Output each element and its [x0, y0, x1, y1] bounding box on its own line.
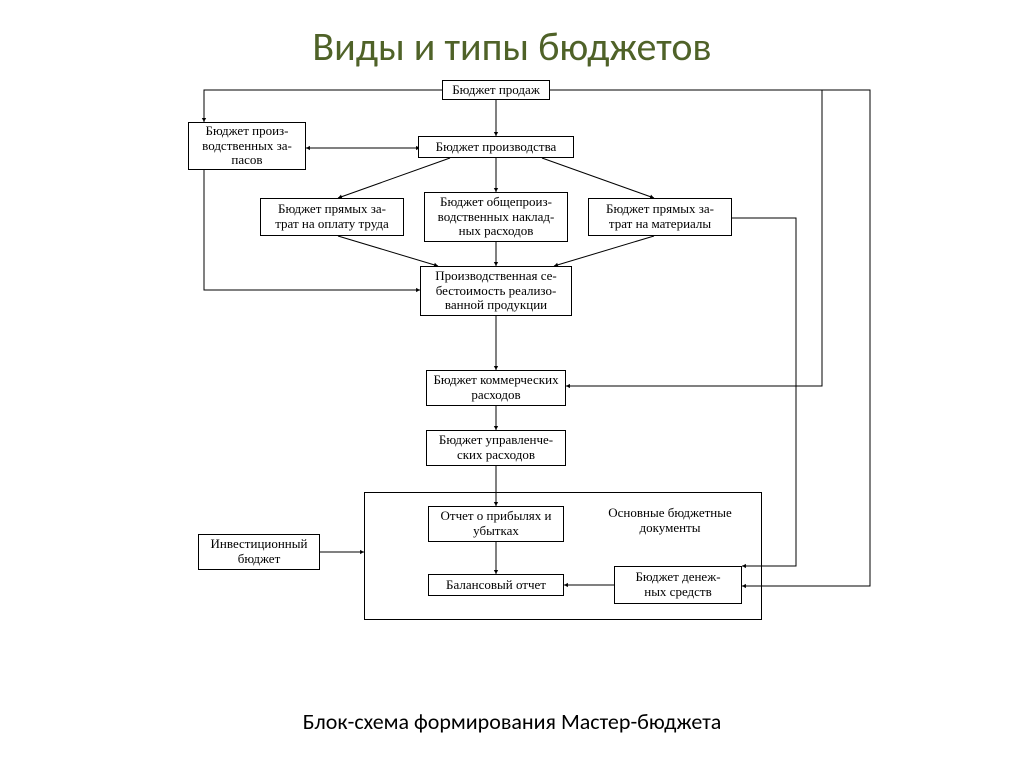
node-material: Бюджет прямых за-трат на материалы [588, 198, 732, 236]
page-caption: Блок-схема формирования Мастер-бюджета [0, 708, 1024, 735]
node-commerce: Бюджет коммерческихрасходов [426, 370, 566, 406]
page-title: Виды и типы бюджетов [0, 22, 1024, 71]
edge-7 [338, 236, 438, 266]
flowchart: Бюджет продаж Бюджет произ-водственных за… [170, 80, 890, 695]
edge-16 [550, 90, 822, 386]
edge-1 [204, 90, 442, 122]
node-prod: Бюджет производства [418, 136, 574, 158]
node-stock: Бюджет произ-водственных за-пасов [188, 122, 306, 170]
node-manage: Бюджет управленче-ских расходов [426, 430, 566, 466]
node-cost: Производственная се-бестоимость реализо-… [420, 266, 572, 316]
node-invest: Инвестиционныйбюджет [198, 534, 320, 570]
node-sales: Бюджет продаж [442, 80, 550, 100]
edge-9 [554, 236, 654, 266]
node-cash: Бюджет денеж-ных средств [614, 566, 742, 604]
node-balance: Балансовый отчет [428, 574, 564, 596]
node-labor: Бюджет прямых за-трат на оплату труда [260, 198, 404, 236]
node-overhead: Бюджет общепроиз-водственных наклад-ных … [424, 192, 568, 242]
label-docs_label: Основные бюджетныедокументы [590, 506, 750, 540]
node-pl: Отчет о прибылях иубытках [428, 506, 564, 542]
